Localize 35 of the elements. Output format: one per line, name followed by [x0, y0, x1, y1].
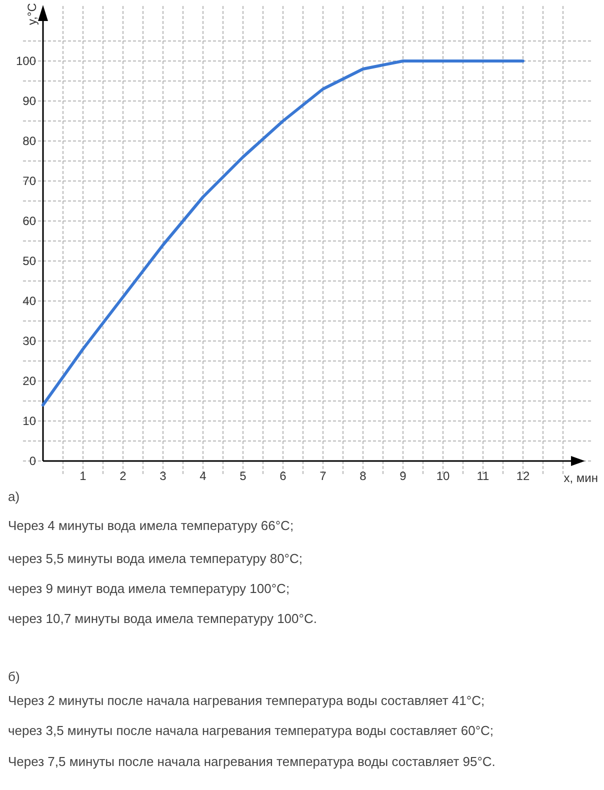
x-tick-label: 6 — [280, 469, 287, 483]
x-tick-label: 7 — [320, 469, 327, 483]
x-tick-label: 1 — [80, 469, 87, 483]
x-tick-label: 11 — [476, 469, 490, 483]
text: Через 4 минуты вода имела температуру 66°C; — [8, 518, 294, 533]
y-axis-title: y,°C — [25, 2, 39, 25]
line-series — [42, 60, 524, 406]
x-tick-label: 9 — [400, 469, 407, 483]
y-tick-label: 90 — [22, 94, 36, 108]
y-tick-label: 100 — [16, 54, 36, 68]
y-tick-label: 30 — [22, 334, 36, 348]
x-tick-label: 12 — [516, 469, 530, 483]
y-tick-label: 40 — [22, 294, 36, 308]
y-tick-label: 0 — [29, 454, 36, 468]
y-tick-label: 60 — [22, 214, 36, 228]
x-axis-title: x, мин — [564, 471, 598, 485]
text: Через 2 минуты после начала нагревания температура воды составляет 41°C; — [8, 693, 485, 708]
x-tick-label: 4 — [200, 469, 207, 483]
y-tick-label: 20 — [22, 374, 36, 388]
y-tick-label: 80 — [22, 134, 36, 148]
y-tick-label: 10 — [22, 414, 36, 428]
x-tick-label: 5 — [240, 469, 247, 483]
text: через 10,7 минуты вода имела температуру 100°C. — [8, 611, 317, 626]
text: через 5,5 минуты вода имела температуру 80°C; — [8, 551, 303, 566]
x-tick-label: 2 — [120, 469, 127, 483]
text: через 9 минут вода имела температуру 100°C; — [8, 581, 290, 596]
text: Через 7,5 минуты после начала нагревания температура воды составляет 95°C. — [8, 754, 496, 769]
x-tick-label: 10 — [436, 469, 450, 483]
y-tick-label: 50 — [22, 254, 36, 268]
x-tick-label: 3 — [160, 469, 167, 483]
text: через 3,5 минуты после начала нагревания температура воды составляет 60°C; — [8, 723, 494, 738]
text: б) — [8, 669, 20, 684]
x-tick-label: 8 — [360, 469, 367, 483]
text: а) — [8, 489, 20, 504]
y-tick-label: 70 — [22, 174, 36, 188]
